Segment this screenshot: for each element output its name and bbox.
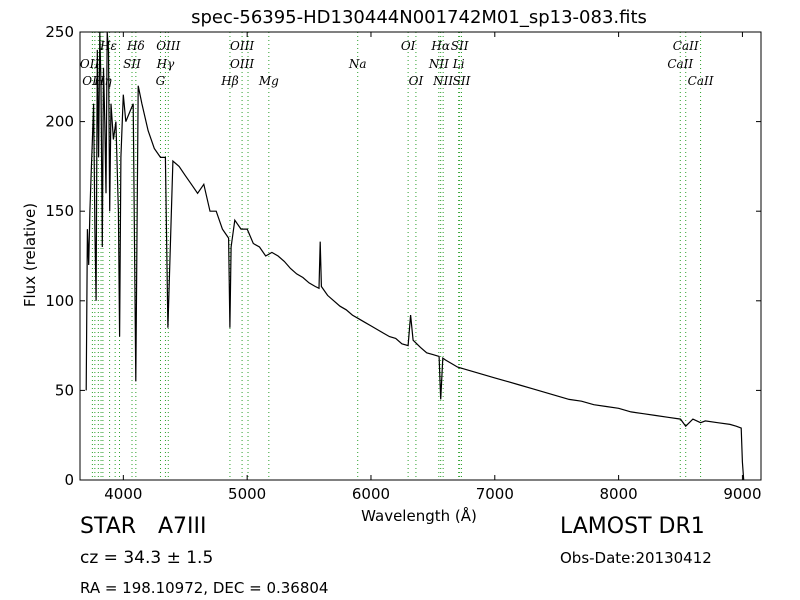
y-tick-label: 50 — [55, 381, 74, 399]
spectral-line-label: NII — [428, 57, 449, 71]
spectral-line-label: SII — [453, 74, 471, 88]
x-tick-label: 8000 — [600, 485, 638, 503]
spectral-line-label: CaII — [667, 57, 693, 71]
spectral-line-label: OIII — [230, 39, 254, 53]
spectral-line-label: SII — [123, 57, 141, 71]
spectral-line-label: OI — [401, 39, 416, 53]
spectral-line-label: OI — [82, 74, 97, 88]
survey-name: LAMOST DR1 — [560, 514, 705, 539]
spectral-line-label: Hβ — [220, 74, 238, 88]
spectral-line-label: Hγ — [156, 57, 175, 71]
y-tick-label: 100 — [45, 292, 74, 310]
x-axis-label: Wavelength (Å) — [361, 506, 477, 525]
y-tick-label: 200 — [45, 113, 74, 131]
object-subclass: A7III — [158, 514, 207, 539]
chart-title: spec-56395-HD130444N001742M01_sp13-083.f… — [191, 7, 647, 28]
x-tick-label: 5000 — [228, 485, 266, 503]
object-class: STAR — [80, 514, 137, 539]
spectrum-series — [85, 31, 745, 481]
coordinates: RA = 198.10972, DEC = 0.36804 — [80, 579, 329, 597]
spectral-line-label: OII — [80, 57, 100, 71]
axes: 4000 5000 6000 7000 8000 9000 0 50 100 150 200 250 — [45, 23, 761, 503]
y-tick-label: 250 — [45, 23, 74, 41]
redshift-value: cz = 34.3 ± 1.5 — [80, 548, 214, 568]
spectral-line-label: Mg — [258, 74, 279, 88]
spectral-line-label: NII — [432, 74, 453, 88]
spectral-line-label: Li — [452, 57, 465, 71]
spectral-line-label: OI — [409, 74, 424, 88]
y-axis-label: Flux (relative) — [21, 203, 39, 307]
y-tick-label: 0 — [64, 471, 74, 489]
plot-frame — [79, 31, 762, 481]
x-tick-label: 9000 — [723, 485, 761, 503]
spectral-line-label: OIII — [156, 39, 180, 53]
x-tick-label: 7000 — [476, 485, 514, 503]
spectral-line-label: OIII — [230, 57, 254, 71]
spectrum-line — [85, 31, 745, 481]
x-tick-label: 6000 — [352, 485, 390, 503]
y-tick-label: 150 — [45, 202, 74, 220]
spectral-line-label: Na — [348, 57, 367, 71]
spectral-line-label: SII — [451, 39, 469, 53]
spectral-line-label: CaII — [673, 39, 699, 53]
spectral-line-label: CaII — [688, 74, 714, 88]
x-tick-label: 4000 — [104, 485, 142, 503]
spectral-line-label: G — [156, 74, 166, 88]
spectral-line-label: Hα — [430, 39, 450, 53]
observation-date: Obs-Date:20130412 — [560, 549, 712, 567]
spectral-line-label: Hδ — [126, 39, 145, 53]
